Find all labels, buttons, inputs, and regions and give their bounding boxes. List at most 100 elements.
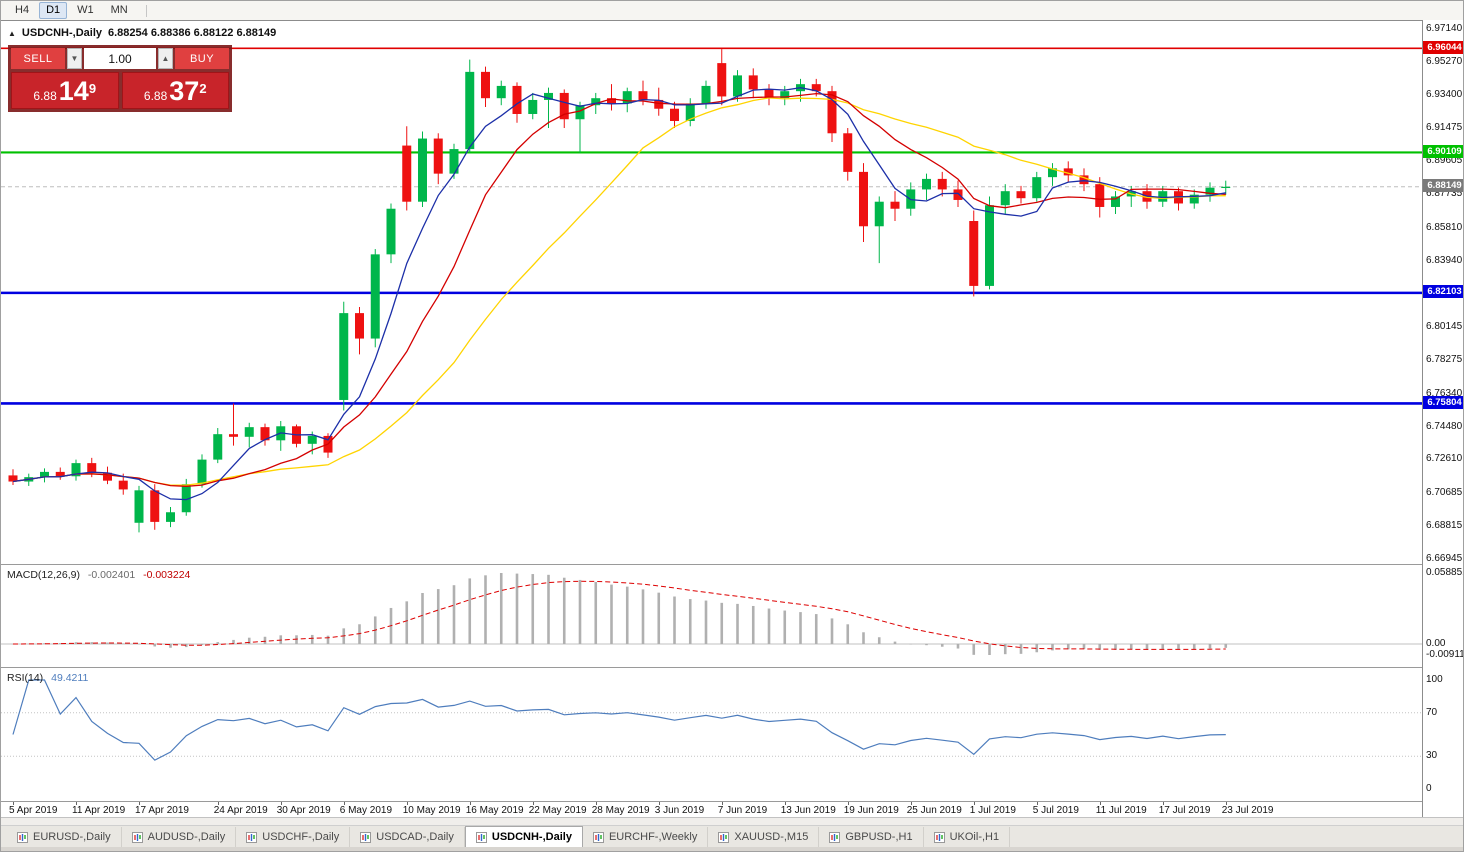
time-axis-tick	[1225, 802, 1227, 805]
candle	[607, 98, 616, 104]
volume-input[interactable]	[84, 51, 156, 66]
time-axis-tick	[973, 802, 975, 805]
rsi-axis-label: 70	[1426, 706, 1438, 718]
candle	[71, 463, 81, 477]
candle	[118, 480, 128, 490]
macd-label: MACD(12,26,9) -0.002401 -0.003224	[7, 569, 190, 581]
chart-symbol-label: USDCNH-,Daily	[21, 27, 102, 39]
time-axis-label: 11 Apr 2019	[72, 805, 126, 816]
time-axis-label: 5 Jul 2019	[1032, 805, 1079, 816]
candle	[591, 98, 601, 106]
price-axis-label: 6.91475	[1426, 122, 1463, 134]
chart-tab[interactable]: AUDUSD-,Daily	[122, 827, 237, 847]
sell-price-prefix: 6.88	[33, 89, 57, 103]
price-axis[interactable]: 6.97140 6.95270 6.93400 6.91475 6.89605 6.877…	[1422, 20, 1463, 817]
ma-line-5	[12, 87, 1226, 501]
macd-pane: MACD(12,26,9) -0.002401 -0.003224	[1, 564, 1422, 667]
candle	[87, 463, 97, 473]
chart-tab[interactable]: USDCNH-,Daily	[464, 826, 583, 847]
candle	[559, 92, 569, 120]
chart-tab[interactable]: EURCHF-,Weekly	[583, 827, 709, 847]
buy-price-button[interactable]: 6.88 37 2	[121, 72, 229, 109]
price-axis-label: 6.74480	[1426, 420, 1463, 432]
chart-tabs-bar: EURUSD-,Daily AUDUSD-,Daily USDCHF-,Daily U…	[1, 825, 1463, 847]
time-axis-label: 1 Jul 2019	[969, 805, 1016, 816]
time-axis-tick	[13, 802, 14, 805]
time-axis-label: 5 Apr 2019	[9, 805, 58, 816]
chart-icon	[131, 831, 143, 843]
candle	[764, 89, 774, 99]
volume-up-button[interactable]: ▲	[158, 48, 173, 69]
rsi-chart[interactable]	[1, 668, 1422, 801]
tf-d1-button[interactable]: D1	[39, 2, 68, 19]
candle	[181, 484, 191, 513]
candle	[1221, 186, 1231, 189]
sell-price-button[interactable]: 6.88 14 9	[11, 72, 119, 109]
sell-price-pips: 14	[58, 76, 89, 107]
time-axis-label: 22 May 2019	[528, 805, 587, 816]
tf-w1-button[interactable]: W1	[77, 4, 94, 16]
candle	[512, 85, 522, 114]
candle	[1000, 191, 1010, 206]
candle	[890, 201, 900, 209]
chart-tab-label: UKOil-,H1	[949, 831, 1000, 843]
macd-axis-zero: 0.00	[1426, 637, 1446, 649]
candle	[260, 427, 270, 441]
chart-tab[interactable]: EURUSD-,Daily	[7, 827, 122, 847]
candle	[229, 434, 238, 437]
chart-ohlc-values: 6.88254 6.88386 6.88122 6.88149	[108, 27, 277, 39]
candle	[670, 108, 679, 122]
candle	[1032, 177, 1042, 199]
candle	[528, 99, 538, 114]
time-axis-label: 7 Jun 2019	[717, 805, 768, 816]
price-line-badge: 6.82103	[1423, 285, 1463, 299]
chart-tab[interactable]: XAUUSD-,M15	[708, 827, 820, 847]
time-axis-label: 11 Jul 2019	[1095, 805, 1147, 816]
time-axis-label: 25 Jun 2019	[906, 805, 962, 816]
buy-button[interactable]: BUY	[175, 48, 229, 69]
volume-down-button[interactable]: ▼	[67, 48, 82, 69]
sell-button[interactable]: SELL	[11, 48, 65, 69]
candle	[1048, 168, 1057, 178]
chart-icon	[718, 831, 730, 843]
macd-histogram	[11, 573, 1228, 655]
chart-tab[interactable]: USDCAD-,Daily	[350, 827, 465, 847]
price-line-badge: 6.75804	[1423, 395, 1463, 409]
candle	[244, 427, 254, 437]
macd-chart[interactable]	[1, 565, 1422, 667]
time-axis-label: 6 May 2019	[339, 805, 393, 816]
candle	[811, 84, 821, 92]
time-axis-tick	[1162, 802, 1164, 805]
chart-tab[interactable]: USDCHF-,Daily	[236, 827, 351, 847]
candle	[166, 512, 175, 522]
price-axis-label: 6.80145	[1426, 321, 1463, 333]
time-axis-tick	[658, 802, 660, 805]
candle	[1189, 194, 1199, 204]
volume-field-wrap	[84, 48, 156, 69]
time-axis[interactable]: 5 Apr 2019 11 Apr 2019 17 Apr 2019 24 Apr 2…	[1, 801, 1422, 817]
candle	[733, 75, 742, 97]
toolbar-separator	[145, 4, 147, 17]
price-axis-label: 6.93400	[1426, 88, 1463, 100]
chart-title: ▲ USDCNH-,Daily 6.88254 6.88386 6.88122 …	[8, 27, 276, 39]
rsi-axis-label: 0	[1426, 783, 1432, 794]
chart-tab[interactable]: GBPUSD-,H1	[819, 827, 924, 847]
price-axis-label: 6.97140	[1426, 23, 1463, 35]
tf-h4-button[interactable]: H4	[15, 4, 30, 16]
candle	[1205, 187, 1215, 195]
chart-icon	[475, 831, 487, 843]
chart-icon	[933, 831, 945, 843]
main-chart[interactable]	[1, 21, 1422, 564]
price-axis-label: 6.68815	[1426, 520, 1463, 532]
rsi-axis-label: 100	[1426, 674, 1443, 685]
time-axis-tick	[406, 802, 408, 805]
candle	[339, 313, 349, 400]
macd-main-value: -0.002401	[87, 569, 136, 581]
buy-price-prefix: 6.88	[143, 89, 168, 103]
candle	[843, 133, 853, 172]
chart-tab[interactable]: UKOil-,H1	[924, 827, 1011, 847]
time-axis-tick	[847, 802, 849, 805]
tf-mn-button[interactable]: MN	[110, 4, 128, 16]
candle	[433, 138, 443, 174]
chart-tab-label: USDCNH-,Daily	[491, 831, 572, 843]
